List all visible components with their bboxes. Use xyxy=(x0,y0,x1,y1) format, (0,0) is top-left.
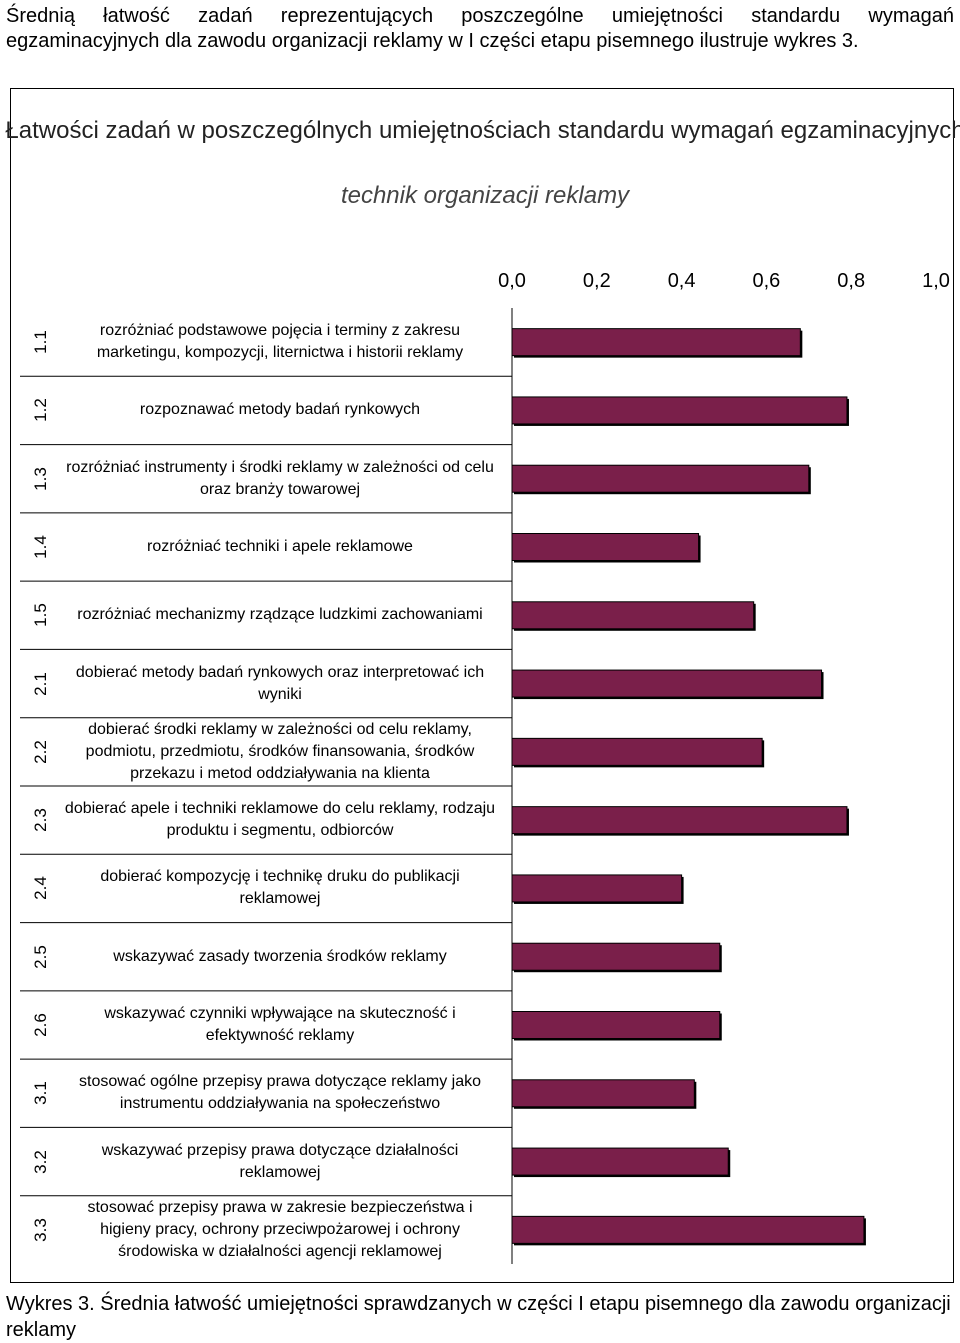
category-label: stosować przepisy prawa w zakresie bezpi… xyxy=(87,1198,473,1260)
x-tick-label: 1,0 xyxy=(922,270,950,292)
bar-rect xyxy=(511,533,700,561)
category-label: dobierać kompozycję i technikę druku do … xyxy=(100,868,460,908)
category-code-text: 2.2 xyxy=(31,740,50,764)
bar-rect xyxy=(511,669,823,698)
bar-1-1 xyxy=(511,328,803,358)
figure-caption: Wykres 3. Średnia łatwość umiejętności s… xyxy=(6,1293,951,1341)
bar-rect xyxy=(511,942,721,971)
x-tick-label: 0,8 xyxy=(837,270,866,292)
x-tick-label: 0,6 xyxy=(752,270,781,292)
category-label: dobierać apele i techniki reklamowe do c… xyxy=(64,800,496,840)
category-code-text: 3.3 xyxy=(31,1218,50,1242)
bar-1-3 xyxy=(511,464,811,495)
x-tick-label: 0,4 xyxy=(667,270,696,292)
category-label: rozróżniać techniki i apele reklamowe xyxy=(147,538,413,555)
bar-rect xyxy=(511,328,801,357)
bar-rect xyxy=(511,1147,729,1176)
chart-frame xyxy=(10,88,954,1283)
bar-rect xyxy=(511,464,810,493)
intro-text: Średnią łatwość zadań reprezentujących p… xyxy=(6,5,954,52)
category-label: rozpoznawać metody badań rynkowych xyxy=(139,401,421,419)
category-code-text: 2.5 xyxy=(31,944,50,969)
bar-2-5 xyxy=(511,942,722,973)
bar-2-6 xyxy=(511,1011,722,1041)
category-label: wskazywać przepisy prawa dotyczące dział… xyxy=(101,1141,459,1181)
bar-rect xyxy=(511,1215,865,1244)
bar-3-3 xyxy=(511,1215,866,1246)
bar-2-1 xyxy=(511,669,824,700)
bar-2-2 xyxy=(511,737,765,768)
chart-title: Łatwości zadań w poszczególnych umiejętn… xyxy=(5,117,960,144)
category-label: stosować ogólne przepisy prawa dotyczące… xyxy=(79,1073,481,1113)
bar-3-2 xyxy=(511,1147,731,1178)
category-label: rozróżniać podstawowe pojęcia i terminy … xyxy=(96,322,464,362)
category-code-text: 2.3 xyxy=(31,808,50,832)
bar-rect xyxy=(511,1079,695,1108)
category-label: rozróżniać mechanizmy rządzące ludzkimi … xyxy=(77,606,483,624)
x-tick-label: 0,2 xyxy=(582,270,611,292)
bar-1-4 xyxy=(511,533,701,563)
category-code-text: 1.1 xyxy=(31,330,50,354)
bar-rect xyxy=(511,396,848,425)
category-label: dobierać metody badań rynkowych oraz int… xyxy=(75,663,485,703)
bar-rect xyxy=(511,601,755,630)
bar-rect xyxy=(511,874,683,903)
chart-subtitle: technik organizacji reklamy xyxy=(340,182,630,209)
bar-rect xyxy=(511,1011,721,1039)
x-tick-label: 0,0 xyxy=(498,270,526,292)
bar-1-5 xyxy=(511,601,756,631)
category-code-text: 1.4 xyxy=(31,535,50,559)
bar-2-3 xyxy=(511,806,849,836)
category-code-text: 2.6 xyxy=(31,1013,50,1037)
bar-2-4 xyxy=(511,874,684,904)
category-code-text: 3.1 xyxy=(31,1081,50,1106)
category-code-text: 2.4 xyxy=(31,876,50,901)
category-code-text: 1.3 xyxy=(31,466,50,491)
category-label: rozróżniać instrumenty i środki reklamy … xyxy=(66,458,494,498)
bar-1-2 xyxy=(511,396,849,426)
bar-rect xyxy=(511,737,763,766)
category-code-text: 1.2 xyxy=(31,398,50,423)
category-label: wskazywać czynniki wpływające na skutecz… xyxy=(104,1005,456,1044)
category-label: wskazywać zasady tworzenia środków rekla… xyxy=(113,947,447,965)
category-code-text: 3.2 xyxy=(31,1149,50,1174)
bar-3-1 xyxy=(511,1079,697,1109)
category-label: dobierać środki reklamy w zależności od … xyxy=(85,720,475,782)
bar-rect xyxy=(511,806,848,835)
category-code-text: 1.5 xyxy=(31,603,50,628)
category-code-text: 2.1 xyxy=(31,671,50,696)
